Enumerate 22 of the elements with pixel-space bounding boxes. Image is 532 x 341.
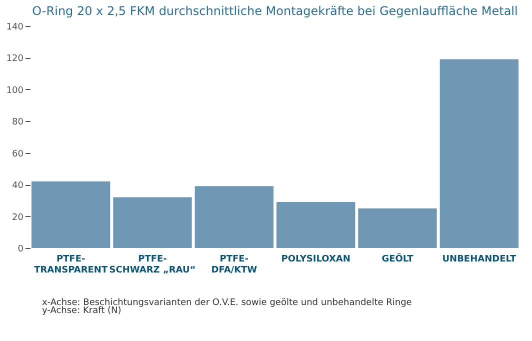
y-tick-label: 80 [12,118,24,128]
bar [194,186,274,248]
x-tick-label: PTFE- TRANSPARENT [34,254,108,276]
y-tick-label: 60 [12,149,24,160]
x-tick-label: PTFE- DFA/KTW [211,254,258,276]
x-tick-label: UNBEHANDELT [442,254,517,264]
bar [113,197,192,248]
chart-title: O-Ring 20 x 2,5 FKM durchschnittliche Montagekräfte bei Gegenlauffläche Metall [32,4,518,18]
y-tick-label: 140 [6,22,24,32]
y-tick-label: 40 [12,181,24,192]
x-tick-label: GEÖLT [382,252,414,264]
bar [32,181,110,248]
y-tick-label: 100 [6,86,24,96]
y-tick-label: 20 [12,212,24,223]
y-tick-label: 0 [18,244,24,254]
x-tick-label: POLYSILOXAN [281,254,350,264]
bar [440,59,518,248]
text: y-Achse: Kraft (N) [42,306,122,316]
y-tick-label: 120 [6,54,24,64]
bar [358,208,437,248]
bar [276,202,356,248]
x-tick-label: PTFE- SCHWARZ „RAU“ [109,254,196,276]
